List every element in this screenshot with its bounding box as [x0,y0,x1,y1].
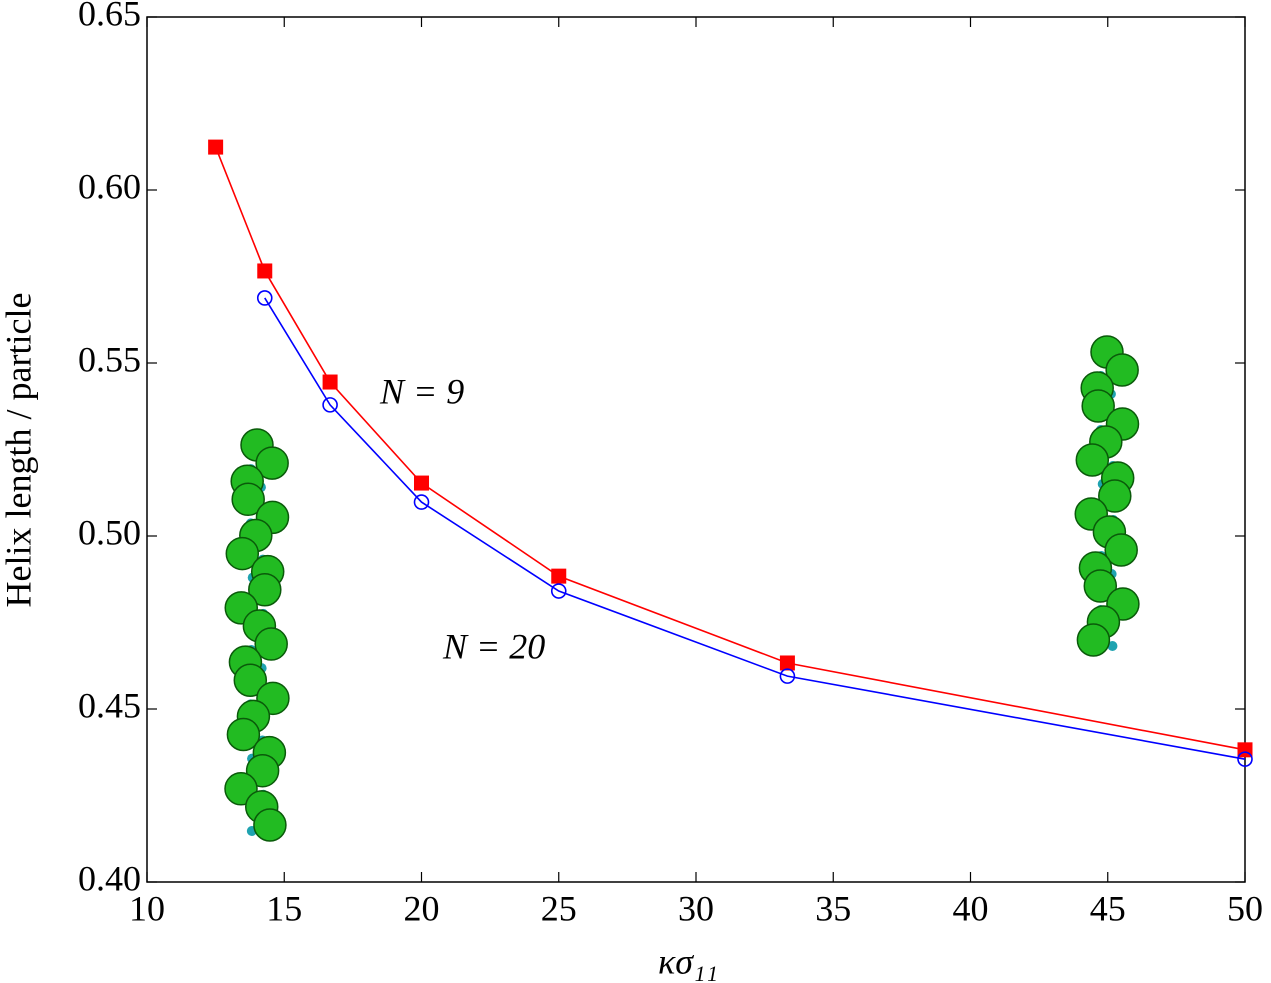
y-tick-label: 0.50 [78,512,141,552]
marker [208,139,224,155]
helix-sphere [248,573,282,607]
helix-sphere [226,717,261,752]
marker [779,668,796,684]
helix-sphere [225,536,260,571]
y-tick-label: 0.45 [78,685,141,725]
y-tick-label: 0.40 [78,858,141,898]
helix-sphere [255,446,289,480]
helix-sphere [233,663,268,697]
x-tick-label: 25 [541,888,577,928]
series-label: N = 9 [379,371,464,411]
x-tick-label: 45 [1090,888,1126,928]
y-tick-label: 0.65 [78,0,141,33]
x-axis-label: κσ₁₁ [658,941,718,981]
helix-bead [1107,641,1118,651]
x-tick-label: 50 [1227,888,1263,928]
helix-sphere [1105,353,1139,387]
helix-sphere [245,753,280,788]
y-tick-label: 0.55 [78,339,141,379]
helix-sphere [231,482,265,517]
helix-sphere [1075,443,1110,477]
helix-sphere [1083,569,1118,603]
helix-sphere [1104,533,1138,567]
y-tick-label: 0.60 [78,166,141,206]
helix-sphere [1076,623,1111,657]
marker [322,374,338,390]
x-tick-label: 15 [266,888,302,928]
marker [551,568,567,584]
helix-sphere [253,808,287,842]
helix-sphere [1081,389,1115,423]
series-label: N = 20 [442,626,545,666]
marker [257,263,273,279]
helix-sphere [254,627,288,661]
x-tick-label: 35 [815,888,851,928]
x-tick-label: 10 [129,888,165,928]
x-tick-label: 20 [404,888,440,928]
marker [414,475,429,491]
marker [1237,751,1253,767]
x-tick-label: 40 [953,888,989,928]
marker [413,494,430,510]
helix-sphere [1098,479,1132,513]
marker [779,655,795,671]
marker [322,397,338,413]
marker [256,290,273,306]
helix-illustrations [224,335,1140,842]
series-line [264,297,1246,760]
x-tick-label: 30 [678,888,714,928]
y-axis-label: Helix length / particle [0,293,38,608]
marker [550,583,567,599]
